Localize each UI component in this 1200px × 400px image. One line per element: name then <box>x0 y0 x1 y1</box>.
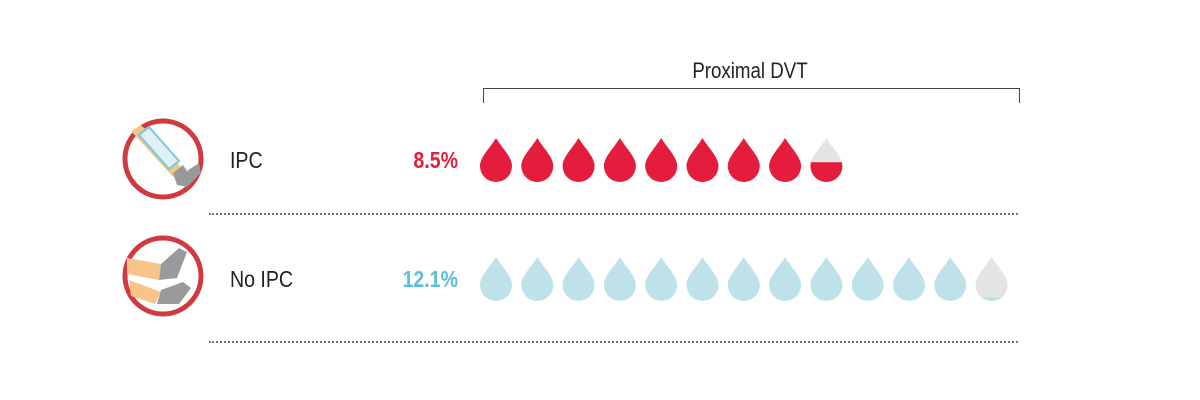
drop-icon <box>480 257 512 301</box>
drop-icon <box>603 138 636 182</box>
drop-icon <box>686 257 719 301</box>
drop-icon <box>480 138 512 182</box>
value-label-no-ipc: 12.1% <box>402 266 458 292</box>
drop-icon <box>727 257 760 301</box>
drop-icon <box>810 257 843 301</box>
row-label-no-ipc: No IPC <box>230 266 294 292</box>
chart-title: Proximal DVT <box>692 58 808 83</box>
drop-icon <box>645 138 678 182</box>
row-divider <box>209 341 1018 343</box>
drop-icon <box>562 257 595 301</box>
row-label-ipc: IPC <box>230 147 263 173</box>
drop-icon <box>975 257 1008 301</box>
drop-icon <box>769 138 802 182</box>
drop-icon <box>727 138 760 182</box>
title-bracket <box>483 88 1020 103</box>
drop-icon <box>521 138 554 182</box>
value-label-ipc: 8.5% <box>413 147 458 173</box>
drop-icon <box>934 257 967 301</box>
drop-icon <box>521 257 554 301</box>
row-divider <box>209 213 1018 215</box>
drop-icon <box>645 257 678 301</box>
drop-icon <box>686 138 719 182</box>
drop-icon <box>810 138 843 182</box>
drop-icon <box>893 257 925 301</box>
drop-icon <box>603 257 636 301</box>
crossed-legs-icon <box>122 235 204 317</box>
drop-icon <box>851 257 884 301</box>
leg-with-compression-sleeve-icon <box>122 118 204 200</box>
drop-icon <box>562 138 595 182</box>
drop-icon <box>769 257 802 301</box>
